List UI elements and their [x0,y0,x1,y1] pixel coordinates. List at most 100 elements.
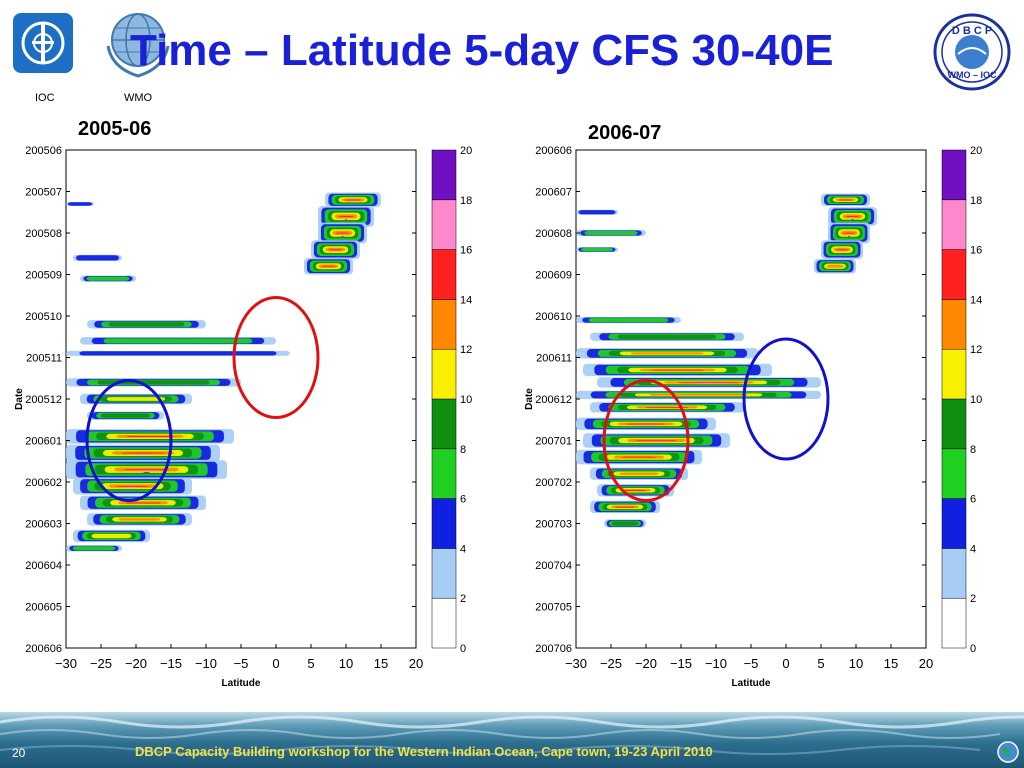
y-tick-label: 200602 [25,477,62,489]
colorbar-tick-label: 16 [970,245,982,257]
y-tick-label: 200509 [25,270,62,282]
x-tick-label: −5 [744,656,759,671]
x-tick-label: 20 [409,656,423,671]
footer-ocean-banner [0,712,1024,768]
y-tick-label: 200507 [25,187,62,199]
colorbar-tick-label: 8 [970,444,976,456]
x-tick-label: 5 [307,656,314,671]
x-tick-label: 0 [272,656,279,671]
y-tick-label: 200506 [25,145,62,157]
x-tick-label: 15 [374,656,388,671]
colorbar-tick-label: 18 [460,195,472,207]
colorbar-segment [941,597,967,649]
colorbar-segment [431,548,457,599]
x-tick-label: 5 [817,656,824,671]
x-tick-label: −20 [125,656,147,671]
colorbar-segment [431,199,457,250]
blue-annotation-ellipse [85,379,173,502]
page-number: 20 [12,746,26,760]
y-tick-label: 200705 [535,602,572,614]
y-tick-label: 200512 [25,394,62,406]
x-tick-label: −5 [234,656,249,671]
colorbar-tick-label: 6 [970,494,976,506]
y-tick-label: 200606 [25,643,62,655]
colorbar-tick-label: 20 [970,145,982,157]
y-tick-label: 200608 [535,228,572,240]
colorbar-segment [941,199,967,250]
x-tick-label: −20 [635,656,657,671]
x-tick-label: −15 [670,656,692,671]
x-tick-label: 10 [339,656,353,671]
x-tick-label: −25 [90,656,112,671]
y-tick-label: 200612 [535,394,572,406]
colorbar-segment [431,498,457,549]
wmo-logo-icon [106,13,170,78]
colorbar-segment [941,498,967,549]
x-tick-label: −15 [160,656,182,671]
colorbar-tick-label: 12 [460,344,472,356]
colorbar-tick-label: 10 [460,394,472,406]
colorbar-tick-label: 10 [970,394,982,406]
y-tick-label: 200609 [535,270,572,282]
colorbar-tick-label: 14 [460,294,472,306]
dbcp-logo-text: D B C P [952,25,992,37]
y-tick-label: 200603 [25,519,62,531]
wmo-label: WMO [124,92,153,104]
y-tick-label: 200704 [535,560,572,572]
y-tick-label: 200604 [25,560,62,572]
x-tick-label: 20 [919,656,933,671]
y-tick-label: 200606 [535,145,572,157]
y-tick-label: 200701 [535,436,572,448]
x-tick-label: 0 [782,656,789,671]
x-tick-label: −10 [705,656,727,671]
colorbar-tick-label: 18 [970,195,982,207]
colorbar-segment [941,548,967,599]
y-axis-label: Date [14,388,25,410]
x-tick-label: 15 [884,656,898,671]
red-annotation-ellipse [232,296,320,419]
colorbar-tick-label: 0 [970,643,976,655]
y-tick-label: 200605 [25,602,62,614]
y-tick-label: 200508 [25,228,62,240]
y-tick-label: 200703 [535,519,572,531]
colorbar-tick-label: 2 [460,593,466,605]
dbcp-logo-icon: D B C P WMO – IOC [933,13,1011,91]
x-tick-label: 10 [849,656,863,671]
blue-annotation-ellipse [742,337,830,461]
y-tick-label: 200607 [535,187,572,199]
colorbar-tick-label: 8 [460,444,466,456]
footer-text: DBCP Capacity Building workshop for the … [135,744,713,759]
y-tick-label: 200601 [25,436,62,448]
colorbar-segment [941,398,967,450]
colorbar-segment [941,249,967,300]
colorbar-segment [431,249,457,300]
x-tick-label: −25 [600,656,622,671]
colorbar-tick-label: 4 [970,543,976,555]
colorbar-segment [431,299,457,350]
panel-title-right: 2006-07 [588,122,662,144]
x-axis-label: Latitude [732,678,771,689]
y-axis-label: Date [524,388,535,410]
colorbar-tick-label: 4 [460,543,466,555]
colorbar-segment [431,398,457,450]
colorbar-tick-label: 6 [460,494,466,506]
colorbar-segment [431,348,457,400]
y-tick-label: 200610 [535,311,572,323]
colorbar-tick-label: 0 [460,643,466,655]
red-annotation-ellipse [602,379,690,502]
y-tick-label: 200511 [26,353,62,365]
heatmap-field [576,193,877,528]
heatmap-field [66,192,381,552]
slide-title: Time – Latitude 5-day CFS 30-40E [130,26,834,75]
colorbar-segment [941,448,967,499]
x-tick-label: −30 [565,656,587,671]
colorbar-segment [431,149,457,201]
y-tick-label: 200510 [25,311,62,323]
colorbar-tick-label: 14 [970,294,982,306]
panel-title-left: 2005-06 [78,118,152,140]
colorbar-tick-label: 12 [970,344,982,356]
footer-waves-decoration [0,715,1024,755]
colorbar-segment [941,149,967,201]
ioc-label: IOC [35,92,55,104]
y-tick-label: 200702 [535,477,572,489]
